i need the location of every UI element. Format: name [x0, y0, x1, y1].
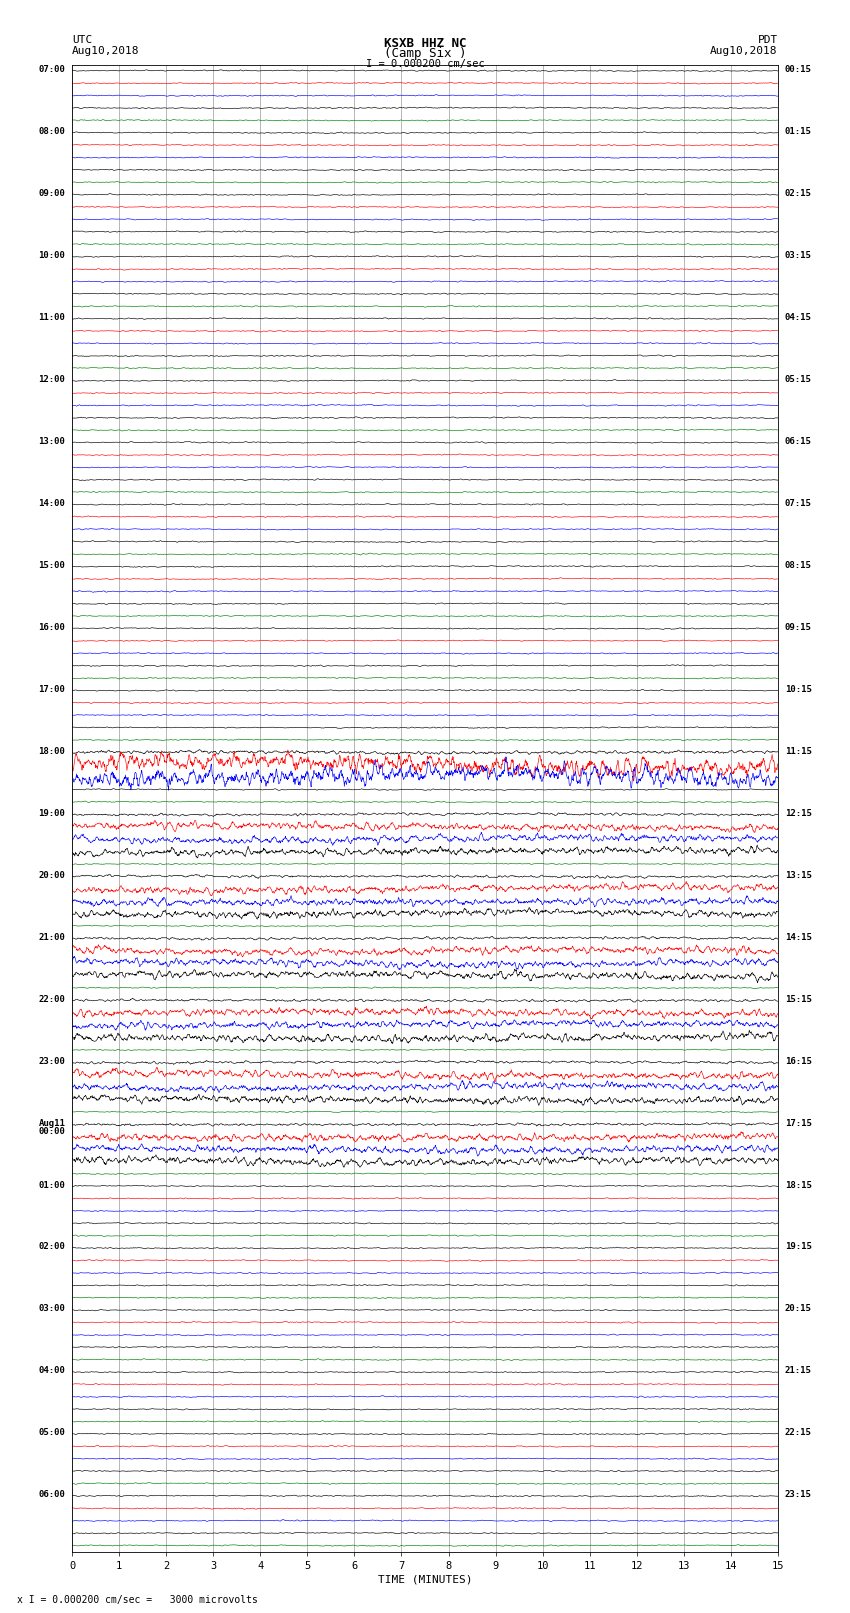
Text: 06:15: 06:15 [785, 437, 812, 445]
Text: 22:00: 22:00 [38, 995, 65, 1003]
Text: Aug10,2018: Aug10,2018 [711, 47, 778, 56]
Text: I = 0.000200 cm/sec: I = 0.000200 cm/sec [366, 60, 484, 69]
Text: 01:15: 01:15 [785, 127, 812, 135]
Text: 04:15: 04:15 [785, 313, 812, 323]
Text: 11:15: 11:15 [785, 747, 812, 756]
Text: (Camp Six ): (Camp Six ) [383, 47, 467, 60]
Text: PDT: PDT [757, 35, 778, 45]
Text: 00:00: 00:00 [38, 1127, 65, 1136]
Text: 12:15: 12:15 [785, 808, 812, 818]
Text: 04:00: 04:00 [38, 1366, 65, 1376]
Text: 15:00: 15:00 [38, 561, 65, 569]
Text: 08:00: 08:00 [38, 127, 65, 135]
Text: 19:15: 19:15 [785, 1242, 812, 1252]
Text: 07:15: 07:15 [785, 498, 812, 508]
Text: 23:15: 23:15 [785, 1490, 812, 1500]
Text: 08:15: 08:15 [785, 561, 812, 569]
X-axis label: TIME (MINUTES): TIME (MINUTES) [377, 1574, 473, 1586]
Text: 17:00: 17:00 [38, 686, 65, 694]
Text: 07:00: 07:00 [38, 65, 65, 74]
Text: KSXB HHZ NC: KSXB HHZ NC [383, 37, 467, 50]
Text: 17:15: 17:15 [785, 1118, 812, 1127]
Text: 18:00: 18:00 [38, 747, 65, 756]
Text: 10:00: 10:00 [38, 252, 65, 260]
Text: x I = 0.000200 cm/sec =   3000 microvolts: x I = 0.000200 cm/sec = 3000 microvolts [17, 1595, 258, 1605]
Text: Aug11: Aug11 [38, 1118, 65, 1127]
Text: 11:00: 11:00 [38, 313, 65, 323]
Text: 19:00: 19:00 [38, 808, 65, 818]
Text: 14:15: 14:15 [785, 932, 812, 942]
Text: 18:15: 18:15 [785, 1181, 812, 1189]
Text: 03:00: 03:00 [38, 1305, 65, 1313]
Text: 05:00: 05:00 [38, 1429, 65, 1437]
Text: 06:00: 06:00 [38, 1490, 65, 1500]
Text: 14:00: 14:00 [38, 498, 65, 508]
Text: 16:15: 16:15 [785, 1057, 812, 1066]
Text: 20:15: 20:15 [785, 1305, 812, 1313]
Text: 21:00: 21:00 [38, 932, 65, 942]
Text: 16:00: 16:00 [38, 623, 65, 632]
Text: 01:00: 01:00 [38, 1181, 65, 1189]
Text: 20:00: 20:00 [38, 871, 65, 879]
Text: 22:15: 22:15 [785, 1429, 812, 1437]
Text: 09:00: 09:00 [38, 189, 65, 198]
Text: 02:00: 02:00 [38, 1242, 65, 1252]
Text: 13:15: 13:15 [785, 871, 812, 879]
Text: 23:00: 23:00 [38, 1057, 65, 1066]
Text: 10:15: 10:15 [785, 686, 812, 694]
Text: UTC: UTC [72, 35, 93, 45]
Text: 15:15: 15:15 [785, 995, 812, 1003]
Text: 02:15: 02:15 [785, 189, 812, 198]
Text: 21:15: 21:15 [785, 1366, 812, 1376]
Text: 05:15: 05:15 [785, 374, 812, 384]
Text: 12:00: 12:00 [38, 374, 65, 384]
Text: 03:15: 03:15 [785, 252, 812, 260]
Text: 09:15: 09:15 [785, 623, 812, 632]
Text: Aug10,2018: Aug10,2018 [72, 47, 139, 56]
Text: 13:00: 13:00 [38, 437, 65, 445]
Text: 00:15: 00:15 [785, 65, 812, 74]
